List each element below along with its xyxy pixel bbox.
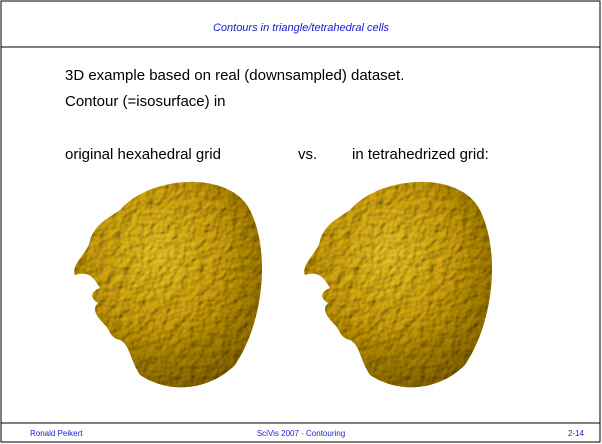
- slide: Contours in triangle/tetrahedral cells 3…: [0, 0, 602, 444]
- slide-title: Contours in triangle/tetrahedral cells: [213, 22, 390, 34]
- image-label: vs.: [298, 146, 317, 163]
- footer-page: 2-14: [568, 429, 585, 438]
- body-line: Contour (=isosurface) in: [65, 93, 226, 110]
- footer-author: Ronald Peikert: [30, 429, 83, 438]
- head-render-tetrahedral: [304, 182, 492, 387]
- image-label: in tetrahedrized grid:: [352, 146, 489, 163]
- slide-canvas: Contours in triangle/tetrahedral cells 3…: [0, 0, 602, 444]
- image-label: original hexahedral grid: [65, 146, 221, 163]
- head-render-hexahedral: [74, 182, 262, 387]
- body-line: 3D example based on real (downsampled) d…: [65, 67, 404, 84]
- footer-course: SciVis 2007 - Contouring: [257, 429, 345, 438]
